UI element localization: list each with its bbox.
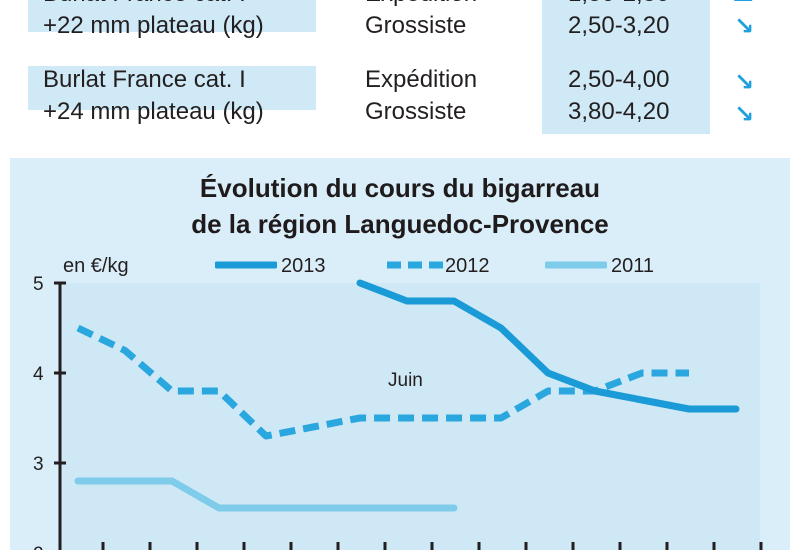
price-range: 2,50-4,00 [568, 66, 670, 93]
chart-title-line1: Évolution du cours du bigarreau [199, 173, 601, 203]
y-tick-label: 2 [33, 544, 44, 550]
product-cell-background [28, 0, 316, 32]
market-label: Grossiste [365, 98, 467, 125]
annotation-juin: Juin [388, 370, 423, 391]
market-label: Grossiste [365, 12, 467, 39]
price-range: 3,80-4,20 [568, 98, 670, 125]
down-right-arrow-icon: ↘ [734, 100, 755, 128]
y-axis-unit-label: en €/kg [63, 255, 129, 277]
up-arrow-icon: ▲ [734, 0, 764, 4]
down-right-arrow-icon: ↘ [734, 68, 755, 96]
market-label: Expédition [365, 0, 477, 8]
price-range: 1,50-2,50 [568, 0, 669, 8]
product-name-line2: +24 mm plateau (kg) [43, 98, 264, 125]
legend-label-2013: 2013 [281, 255, 326, 277]
y-tick-label: 3 [33, 454, 44, 475]
chart-title-line2: de la région Languedoc-Provence [191, 209, 609, 239]
product-name-line2: +22 mm plateau (kg) [43, 12, 264, 39]
price-range: 2,50-3,20 [568, 12, 670, 39]
product-name-line1: Burlat France cat. I [43, 66, 246, 93]
legend-swatch-2012 [387, 261, 445, 269]
legend-swatch-2013 [215, 261, 277, 269]
y-tick-label: 4 [33, 364, 44, 385]
product-cell-background [28, 66, 316, 110]
legend-label-2011: 2011 [611, 255, 655, 277]
market-label: Expédition [365, 66, 478, 93]
y-tick-label: 5 [33, 274, 44, 295]
table-row: Burlat France cat. I +22 mm plateau (kg)… [28, 0, 783, 40]
legend-swatch-2011 [545, 261, 607, 269]
down-right-arrow-icon: ↘ [734, 12, 755, 40]
product-name-line1: Burlat France cat. I [43, 0, 246, 8]
price-column-background [542, 44, 710, 66]
table-row: Burlat France cat. I +24 mm plateau (kg)… [28, 66, 783, 128]
price-table: Burlat France cat. I +22 mm plateau (kg)… [28, 0, 783, 134]
price-column-background [542, 0, 710, 134]
legend-label-2012: 2012 [445, 255, 490, 277]
